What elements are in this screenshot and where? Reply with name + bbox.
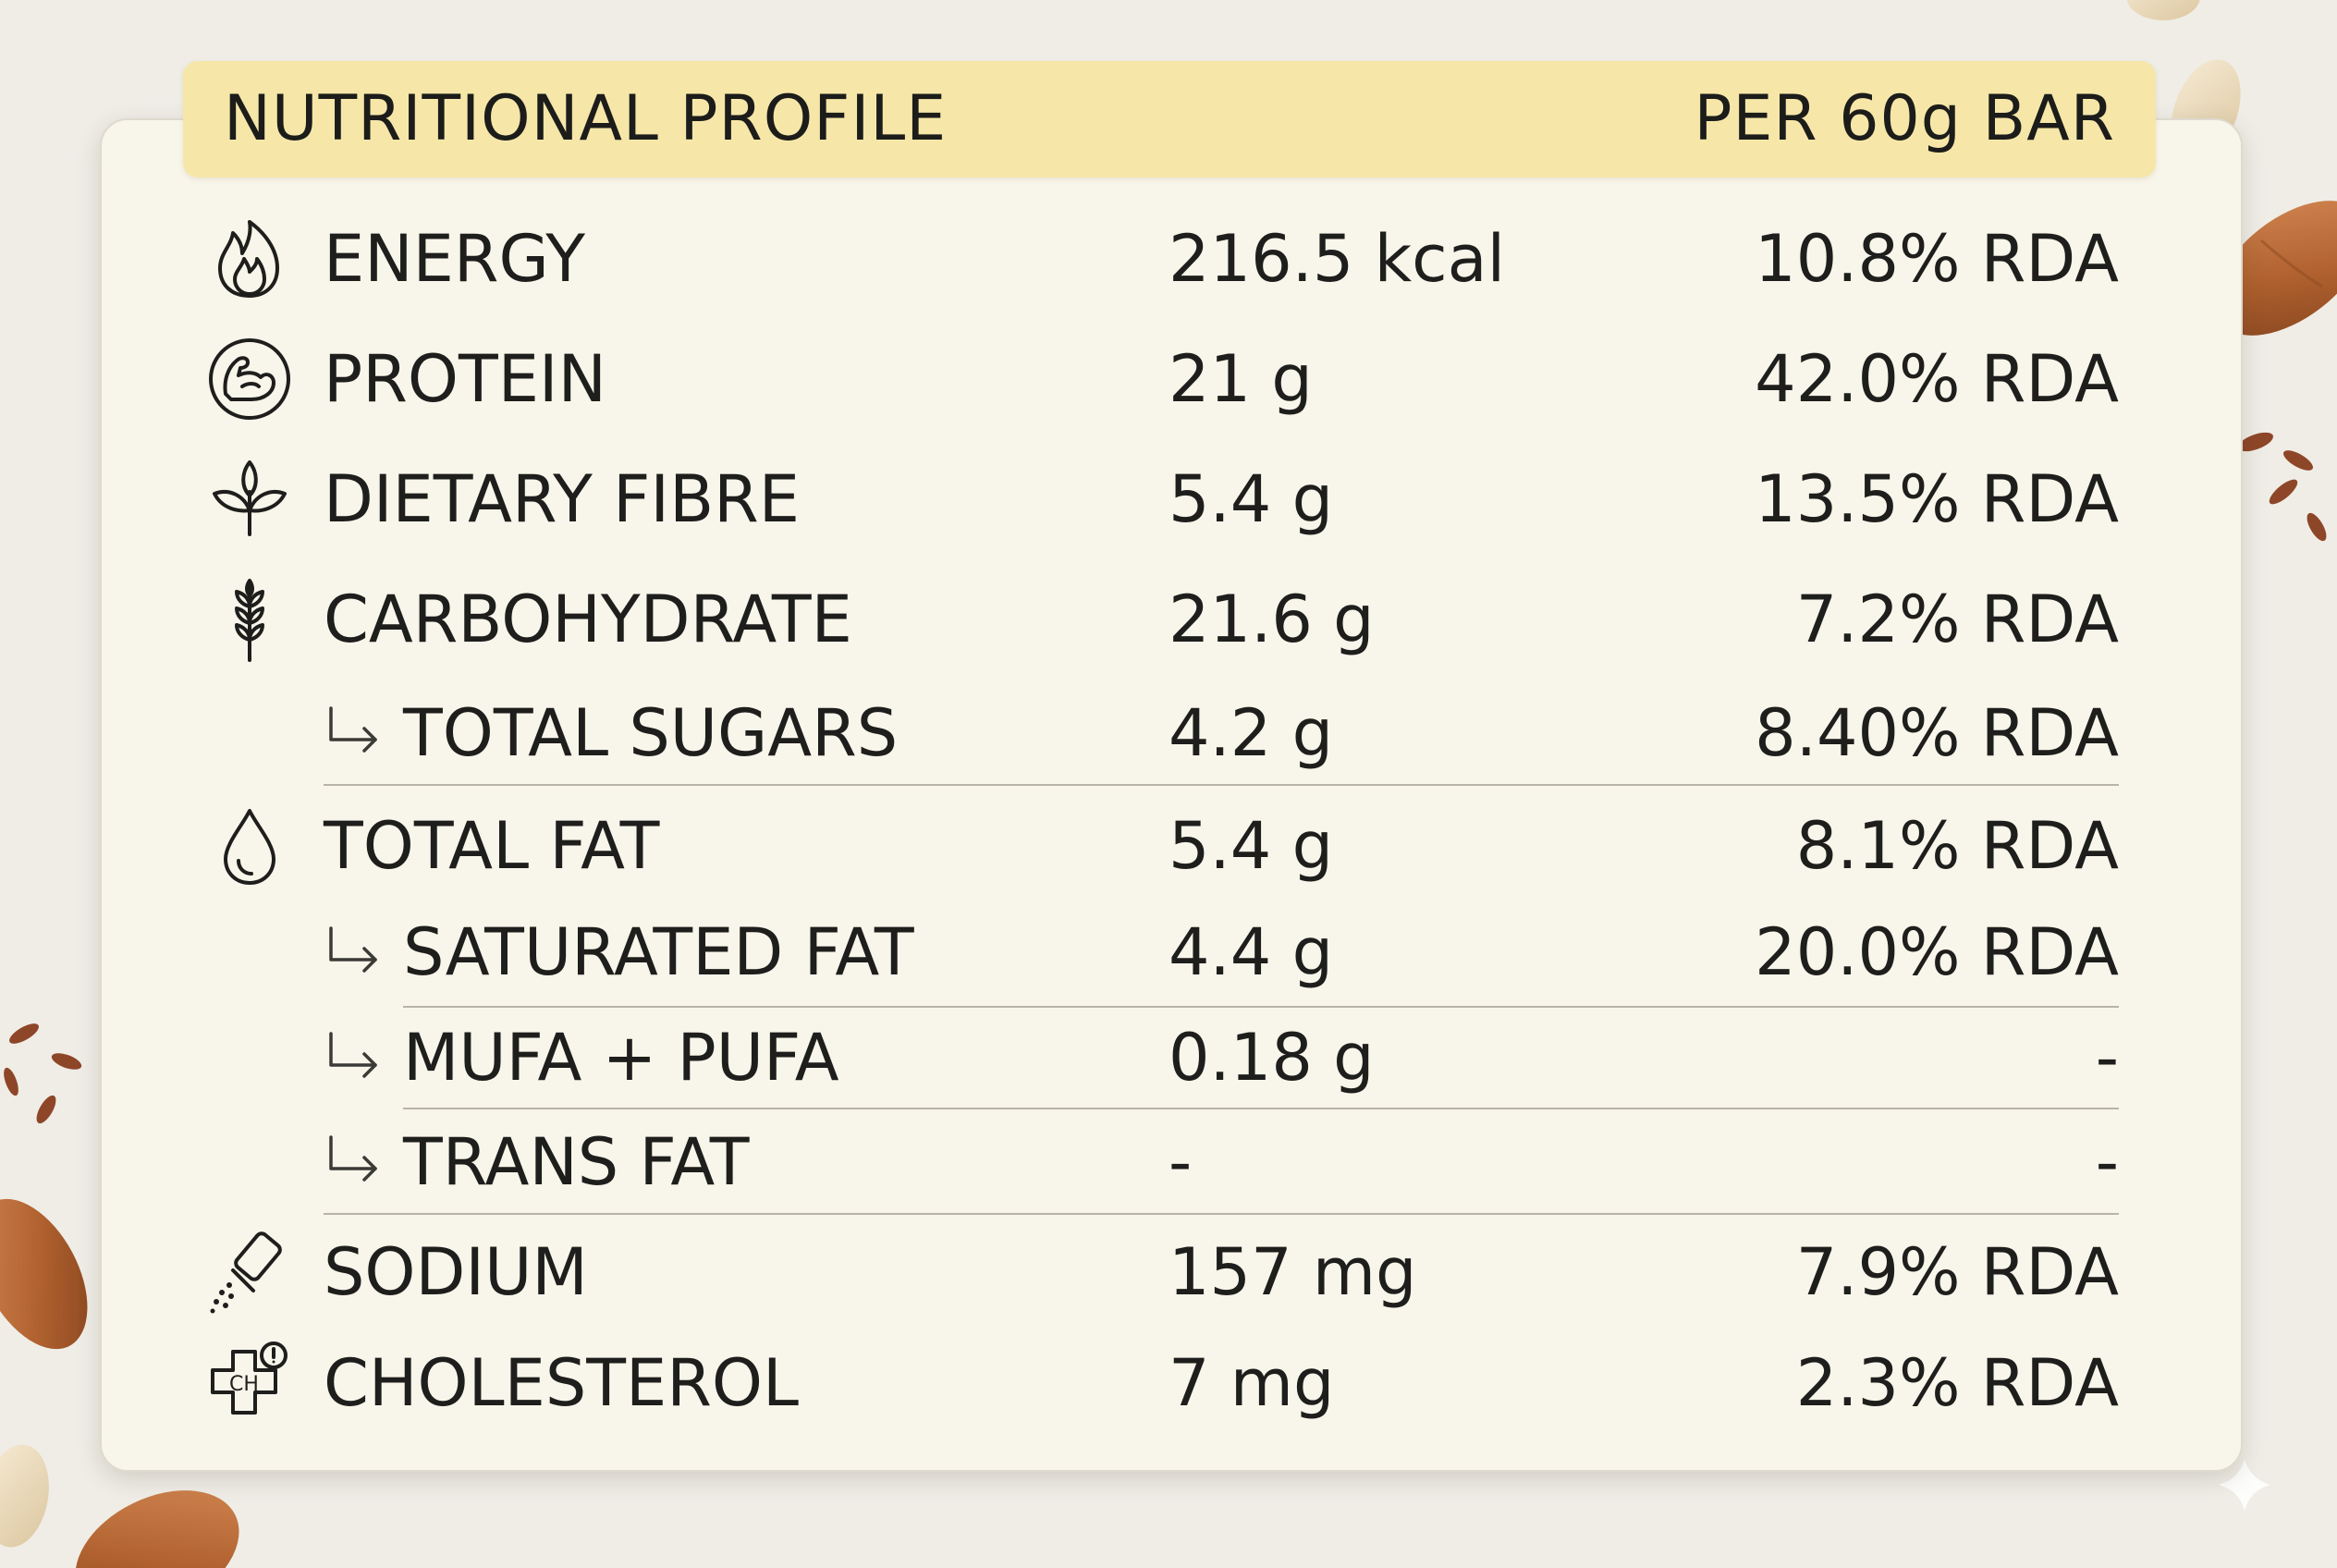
header-bar bbox=[183, 61, 2156, 178]
nutrient-label: TOTAL FAT bbox=[324, 808, 660, 884]
sub-arrow-icon bbox=[325, 1028, 383, 1085]
nutrient-amount: 4.2 g bbox=[1168, 695, 1334, 771]
nutrient-row-total-sugars: TOTAL SUGARS 4.2 g 8.40% RDA bbox=[0, 684, 2337, 782]
nutrient-row-carbohydrate: CARBOHYDRATE 21.6 g 7.2% RDA bbox=[0, 569, 2337, 670]
nutrient-amount: 216.5 kcal bbox=[1168, 221, 1506, 297]
nutrient-label: ENERGY bbox=[324, 221, 585, 297]
nutrient-label: TRANS FAT bbox=[403, 1124, 750, 1200]
nutrient-rda: 2.3% RDA bbox=[1795, 1345, 2119, 1421]
nutrient-amount: - bbox=[1168, 1124, 1193, 1200]
nutrient-amount: 0.18 g bbox=[1168, 1020, 1375, 1096]
salt-shaker-icon bbox=[205, 1228, 294, 1317]
almond-icon bbox=[2126, 0, 2200, 20]
nutrient-amount: 5.4 g bbox=[1168, 461, 1334, 537]
nutrient-label: CARBOHYDRATE bbox=[324, 582, 852, 657]
nutrient-amount: 4.4 g bbox=[1168, 914, 1334, 990]
nutrient-label: DIETARY FIBRE bbox=[324, 461, 800, 537]
nutrient-amount: 21.6 g bbox=[1168, 582, 1375, 657]
almond-icon bbox=[2214, 201, 2337, 336]
nutrient-label: SODIUM bbox=[324, 1234, 588, 1310]
leaf-icon bbox=[205, 455, 294, 544]
sub-arrow-icon bbox=[325, 923, 383, 980]
nutrient-label: PROTEIN bbox=[324, 341, 606, 417]
nutrient-rda: 10.8% RDA bbox=[1755, 221, 2119, 297]
flame-icon bbox=[205, 214, 294, 303]
nutrient-rda: 13.5% RDA bbox=[1755, 461, 2119, 537]
header-title: NUTRITIONAL PROFILE bbox=[224, 82, 948, 155]
nutrient-row-cholesterol: CH CHOLESTEROL 7 mg 2.3% RDA bbox=[0, 1331, 2337, 1435]
almond-icon bbox=[0, 1444, 49, 1548]
serving-size: PER 60g BAR bbox=[1694, 82, 2115, 155]
nutrient-row-energy: ENERGY 216.5 kcal 10.8% RDA bbox=[0, 208, 2337, 310]
nutrient-rda: 8.1% RDA bbox=[1795, 808, 2119, 884]
nutrient-amount: 5.4 g bbox=[1168, 808, 1334, 884]
nutrient-row-dietary-fibre: DIETARY FIBRE 5.4 g 13.5% RDA bbox=[0, 448, 2337, 550]
muscle-arm-icon bbox=[205, 335, 294, 423]
cholesterol-icon: CH bbox=[205, 1339, 294, 1427]
sub-arrow-icon bbox=[325, 703, 383, 760]
nutrient-rda: 7.2% RDA bbox=[1795, 582, 2119, 657]
nutrient-rda: 42.0% RDA bbox=[1755, 341, 2119, 417]
flax-seed-icon bbox=[4, 1023, 82, 1124]
sub-arrow-icon bbox=[325, 1132, 383, 1189]
nutrient-rda: - bbox=[2095, 1124, 2119, 1200]
nutrient-amount: 157 mg bbox=[1168, 1234, 1417, 1310]
nutrient-row-protein: PROTEIN 21 g 42.0% RDA bbox=[0, 328, 2337, 430]
nutrient-label: MUFA + PUFA bbox=[403, 1020, 839, 1096]
nutrient-row-saturated-fat: SATURATED FAT 4.4 g 20.0% RDA bbox=[0, 904, 2337, 1000]
almond-icon bbox=[75, 1490, 239, 1568]
nutrient-row-mufa-pufa: MUFA + PUFA 0.18 g - bbox=[0, 1010, 2337, 1106]
wheat-icon bbox=[205, 575, 294, 664]
divider bbox=[324, 1213, 2119, 1215]
nutrient-rda: - bbox=[2095, 1020, 2119, 1096]
nutrient-row-total-fat: TOTAL FAT 5.4 g 8.1% RDA bbox=[0, 795, 2337, 897]
nutrient-rda: 8.40% RDA bbox=[1755, 695, 2119, 771]
nutrition-card bbox=[100, 118, 2243, 1472]
nutrient-rda: 20.0% RDA bbox=[1755, 914, 2119, 990]
almond-icon bbox=[0, 1198, 88, 1350]
drop-icon bbox=[205, 802, 294, 890]
nutrient-row-trans-fat: TRANS FAT - - bbox=[0, 1113, 2337, 1211]
nutrient-amount: 21 g bbox=[1168, 341, 1313, 417]
flax-seed-icon bbox=[2238, 432, 2327, 542]
divider bbox=[403, 1108, 2119, 1109]
nutrient-label: TOTAL SUGARS bbox=[403, 695, 899, 771]
sparkle-icon bbox=[2219, 1459, 2270, 1511]
nutrient-rda: 7.9% RDA bbox=[1795, 1234, 2119, 1310]
nutrient-row-sodium: SODIUM 157 mg 7.9% RDA bbox=[0, 1220, 2337, 1324]
nutrient-amount: 7 mg bbox=[1168, 1345, 1335, 1421]
nutrient-label: CHOLESTEROL bbox=[324, 1345, 799, 1421]
divider bbox=[403, 1006, 2119, 1008]
svg-text:CH: CH bbox=[229, 1373, 259, 1396]
nutrient-label: SATURATED FAT bbox=[403, 914, 914, 990]
divider bbox=[324, 784, 2119, 786]
